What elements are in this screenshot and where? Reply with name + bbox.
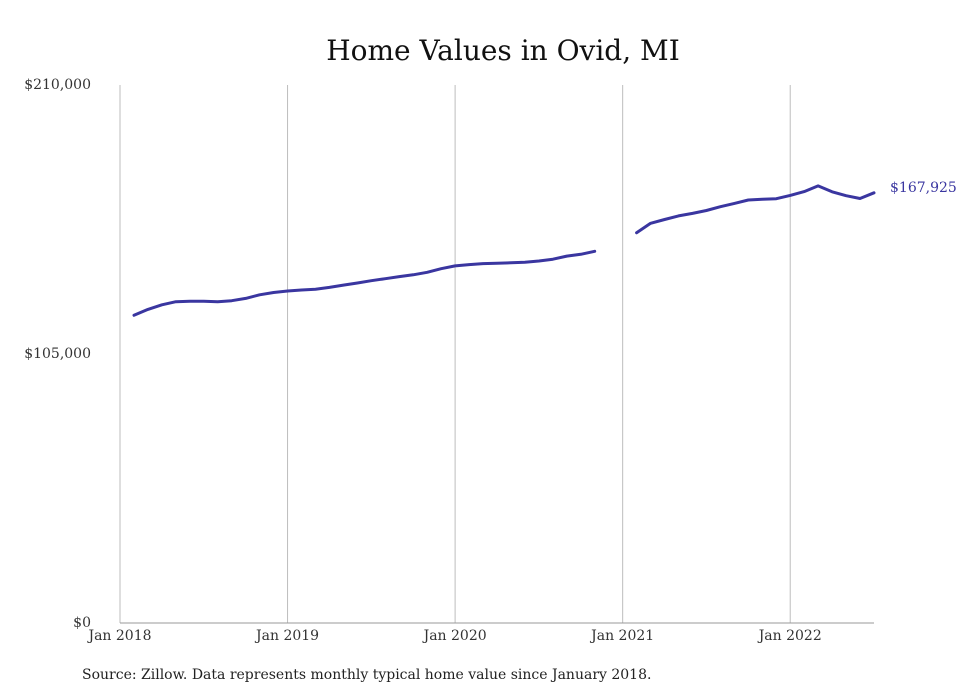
x-tick-label: Jan 2018 [86, 628, 151, 644]
x-tick-label: Jan 2022 [757, 628, 822, 644]
series-layer [132, 184, 876, 317]
labels: Jan 2018 Jan 2019 Jan 2020 Jan 2021 Jan 2022… [24, 77, 957, 644]
series-line-segment-1 [132, 249, 597, 317]
y-tick-label: $0 [73, 615, 91, 631]
y-tick-label: $210,000 [24, 77, 91, 93]
x-tick-label: Jan 2021 [589, 628, 654, 644]
chart-title: Home Values in Ovid, MI [326, 34, 680, 67]
x-tick-label: Jan 2020 [422, 628, 487, 644]
grid-lines [119, 85, 791, 623]
x-tick-label: Jan 2019 [254, 628, 319, 644]
end-value-label: $167,925 [890, 180, 957, 196]
y-tick-label: $105,000 [24, 346, 91, 362]
source-note: Source: Zillow. Data represents monthly … [82, 667, 652, 683]
series-line-segment-2 [635, 184, 876, 235]
